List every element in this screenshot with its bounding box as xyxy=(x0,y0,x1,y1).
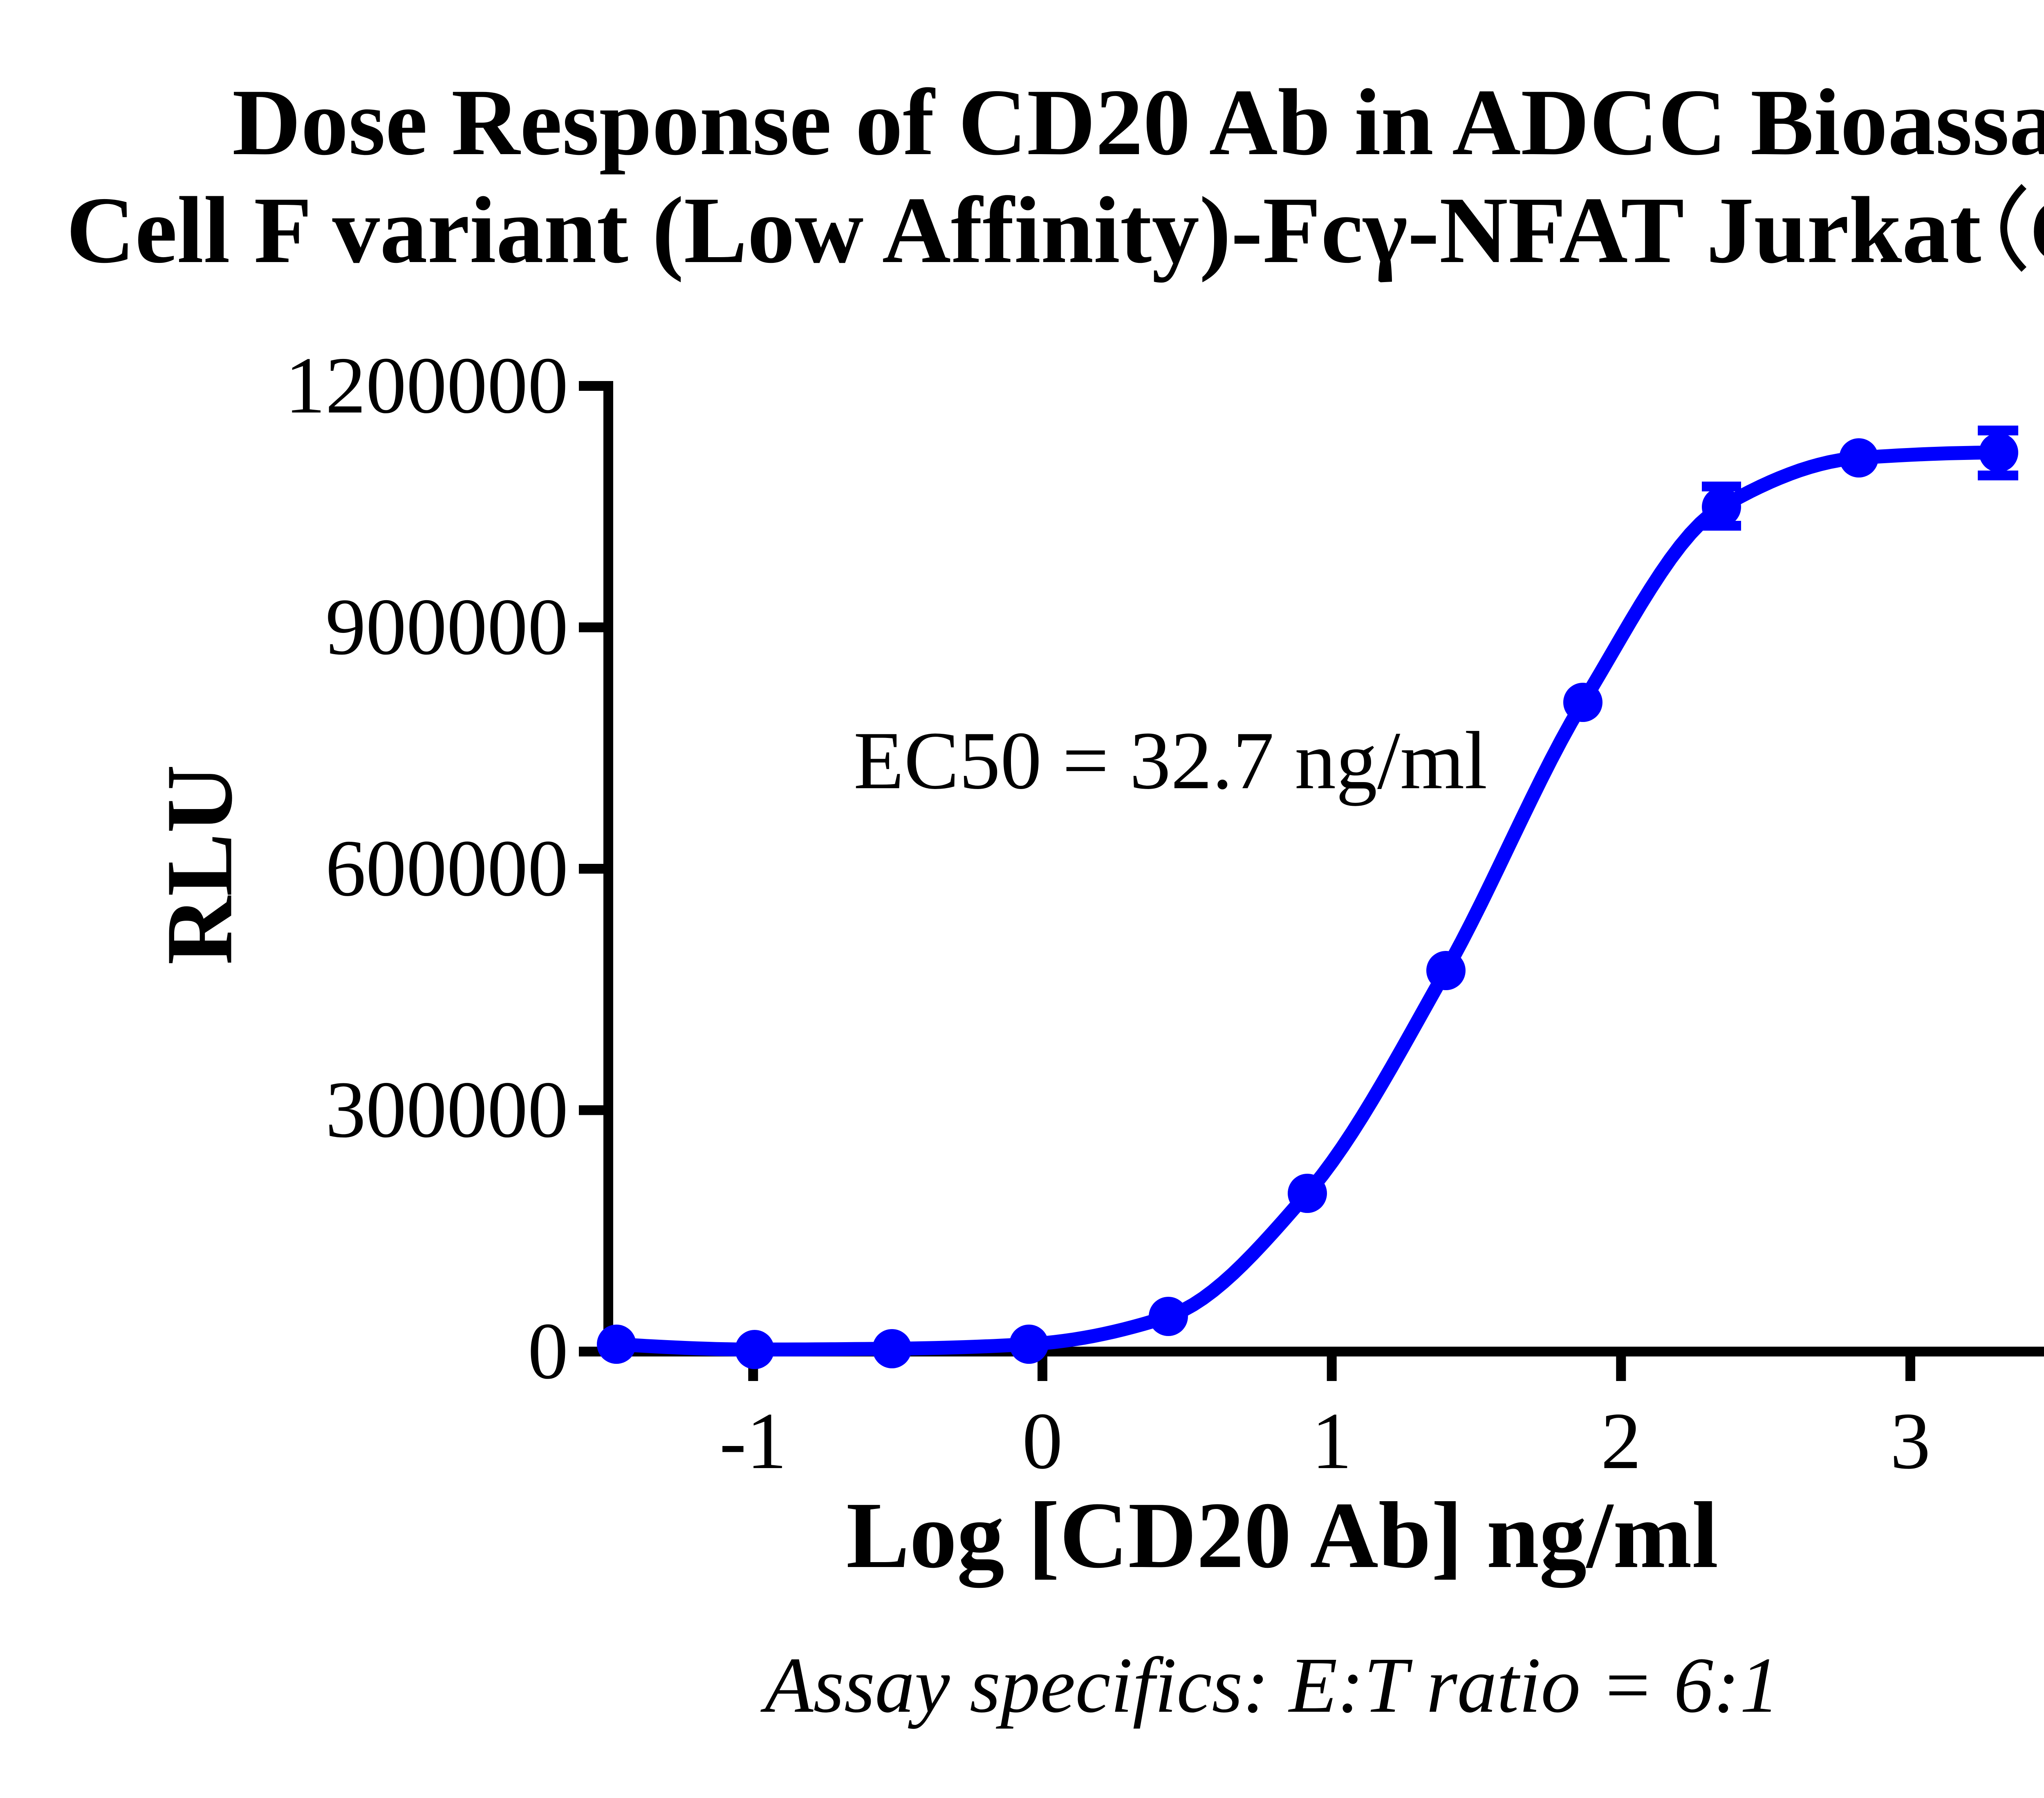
svg-text:600000: 600000 xyxy=(325,823,568,913)
svg-text:300000: 300000 xyxy=(325,1065,568,1155)
svg-text:EC50 = 32.7 ng/ml: EC50 = 32.7 ng/ml xyxy=(854,715,1487,806)
svg-text:2: 2 xyxy=(1601,1396,1641,1486)
svg-text:-1: -1 xyxy=(719,1396,787,1486)
svg-text:1200000: 1200000 xyxy=(285,341,568,430)
svg-text:RLU: RLU xyxy=(147,764,252,965)
svg-text:Log [CD20 Ab] ng/ml: Log [CD20 Ab] ng/ml xyxy=(846,1483,1718,1588)
svg-text:Dose Response of CD20 Ab in AD: Dose Response of CD20 Ab in ADCC Bioassa… xyxy=(232,70,2044,175)
svg-text:0: 0 xyxy=(1022,1396,1063,1486)
svg-text:900000: 900000 xyxy=(325,582,568,672)
svg-text:1: 1 xyxy=(1311,1396,1352,1486)
svg-text:Cell F variant (Low Affinity)-: Cell F variant (Low Affinity)-Fcγ-NFAT J… xyxy=(66,178,1981,283)
svg-text:3: 3 xyxy=(1890,1396,1931,1486)
svg-text:C1: C1 xyxy=(2029,178,2044,283)
svg-text:Assay specifics: E:T ratio = 6: Assay specifics: E:T ratio = 6:1 xyxy=(760,1641,1780,1729)
svg-text:0: 0 xyxy=(528,1306,568,1396)
